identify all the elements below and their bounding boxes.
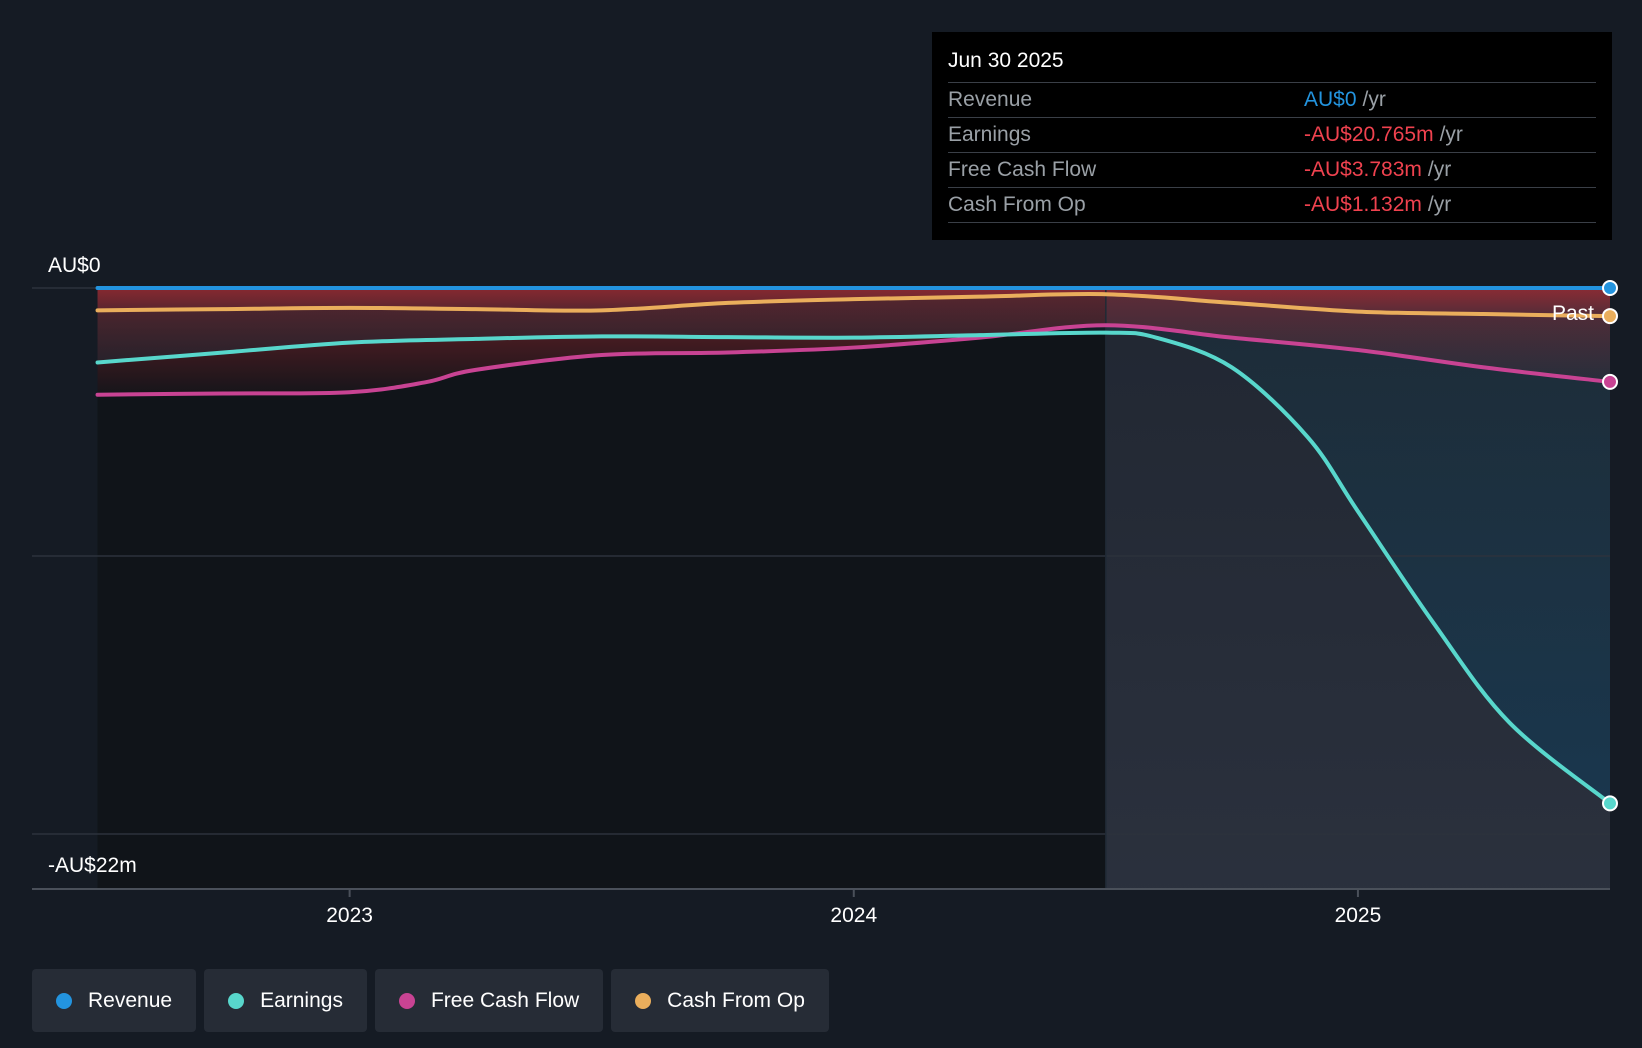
legend-item-free-cash-flow[interactable]: Free Cash Flow [374, 969, 604, 1032]
y-axis-label-top: AU$0 [48, 254, 101, 277]
past-label: Past [1552, 302, 1594, 325]
tooltip-label: Earnings [948, 123, 1031, 146]
x-tick-label: 2024 [830, 904, 877, 927]
tooltip-row-free-cash-flow: Free Cash Flow -AU$3.783m /yr [948, 153, 1596, 188]
tooltip-value: AU$0 [1304, 88, 1357, 111]
free-cash-flow-line [95, 323, 1612, 397]
tooltip-value: -AU$20.765m [1304, 123, 1434, 146]
x-tick-label: 2025 [1335, 904, 1382, 927]
tooltip-row-cash-from-op: Cash From Op -AU$1.132m /yr [948, 188, 1596, 223]
legend: Revenue Earnings Free Cash Flow Cash Fro… [32, 969, 829, 1032]
cash-from-op-line [95, 291, 1612, 319]
earnings-end-marker [1602, 795, 1618, 812]
legend-item-earnings[interactable]: Earnings [204, 969, 367, 1032]
tooltip-value: -AU$3.783m [1304, 158, 1422, 181]
earnings-area [97, 288, 1611, 804]
cash-from-op-end-marker [1602, 308, 1618, 325]
tooltip-label: Free Cash Flow [948, 158, 1097, 181]
tooltip-label: Revenue [948, 88, 1033, 111]
legend-label: Earnings [260, 988, 343, 1012]
legend-label: Revenue [88, 988, 173, 1012]
x-tick-label: 2023 [326, 904, 373, 927]
tooltip-unit: /yr [1427, 193, 1452, 216]
tooltip-value: -AU$1.132m [1304, 193, 1422, 216]
tooltip-date: Jun 30 2025 [948, 46, 1596, 83]
tooltip-label: Cash From Op [948, 193, 1086, 216]
y-axis-label-bottom: -AU$22m [48, 854, 137, 877]
cash-from-op-dot-icon [635, 992, 652, 1009]
free-cash-flow-dot-icon [398, 992, 415, 1009]
legend-label: Free Cash Flow [430, 988, 580, 1012]
legend-label: Cash From Op [667, 988, 805, 1012]
tooltip-unit: /yr [1439, 123, 1463, 146]
earnings-dot-icon [228, 992, 245, 1009]
legend-item-revenue[interactable]: Revenue [32, 969, 197, 1032]
tooltip-row-revenue: Revenue AU$0 /yr [948, 83, 1596, 118]
tooltip-panel: Jun 30 2025 Revenue AU$0 /yr Earnings -A… [932, 32, 1612, 240]
earnings-line [95, 330, 1612, 806]
chart-area: AU$0 -AU$22m 2023 2024 2025 Past [32, 254, 1618, 927]
revenue-dot-icon [56, 992, 72, 1009]
legend-item-cash-from-op[interactable]: Cash From Op [611, 969, 829, 1032]
tooltip-unit: /yr [1427, 158, 1452, 181]
tooltip-row-earnings: Earnings -AU$20.765m /yr [948, 118, 1596, 153]
revenue-end-marker [1602, 280, 1618, 296]
tooltip-unit: /yr [1362, 88, 1386, 111]
free-cash-flow-end-marker [1602, 373, 1618, 390]
